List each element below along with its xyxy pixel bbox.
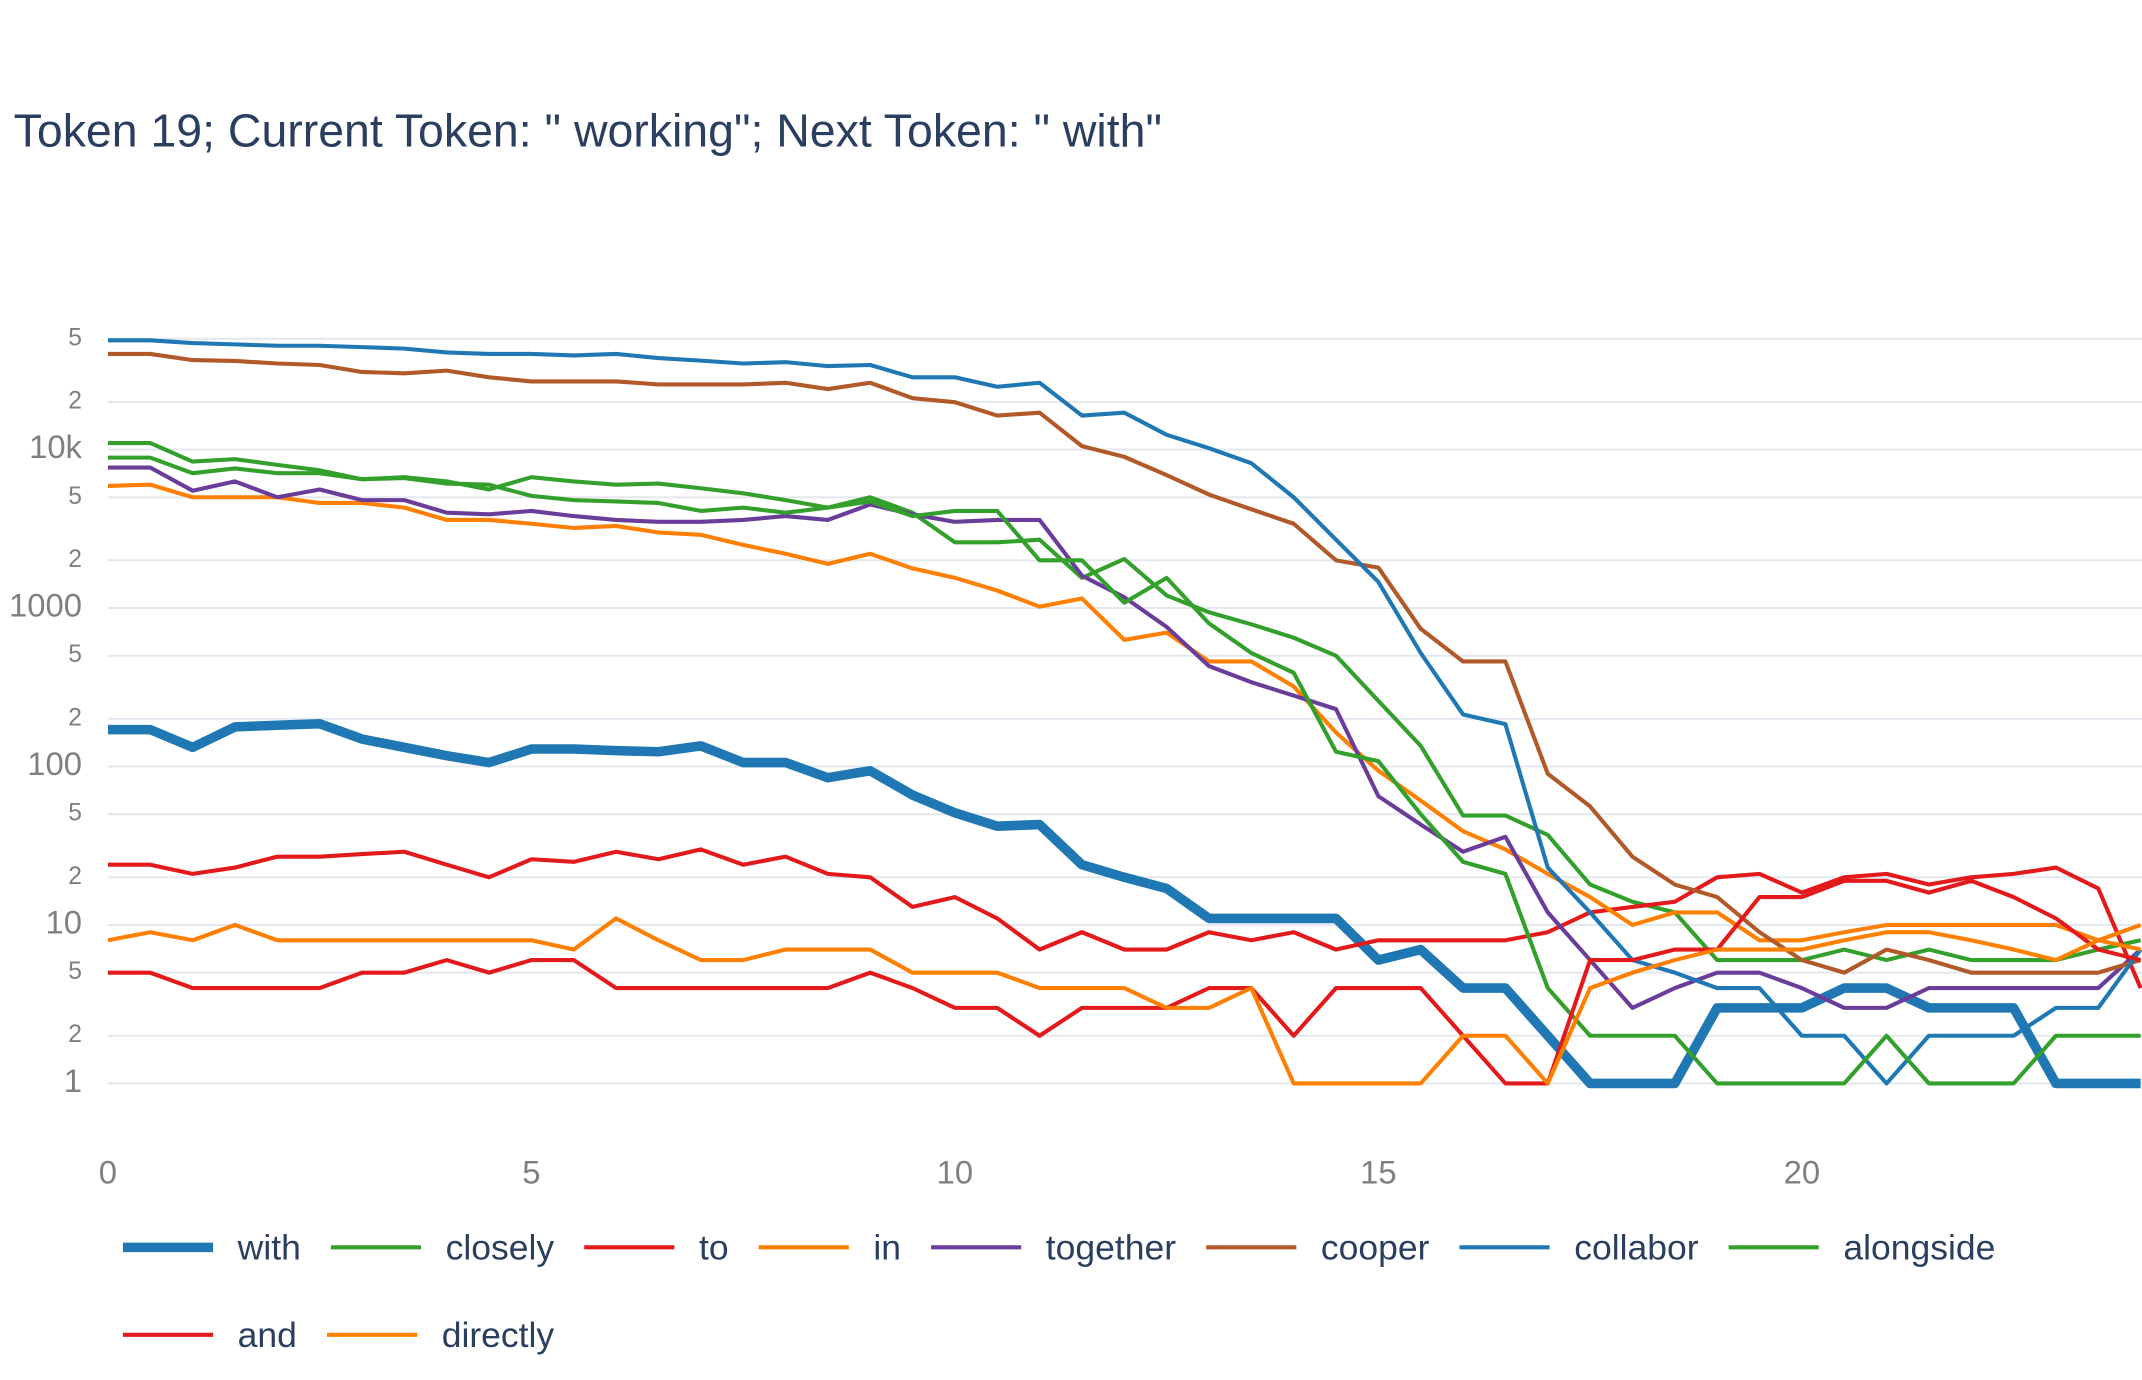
y-tick-label: 5 [68, 324, 82, 351]
legend-item: directly [326, 1315, 555, 1355]
y-tick-label: 100 [27, 745, 82, 782]
y-tick-label: 2 [68, 546, 82, 573]
series-line [107, 916, 2142, 1086]
y-tick-label: 10 [46, 904, 82, 941]
legend-item: cooper [1206, 1227, 1430, 1267]
y-tick-label: 1000 [9, 587, 82, 624]
legend-label: closely [446, 1227, 555, 1267]
x-tick-label: 5 [522, 1154, 540, 1191]
legend-label: with [237, 1227, 301, 1267]
legend-item: with [122, 1227, 301, 1267]
legend-item: in [758, 1227, 901, 1267]
x-tick-label: 20 [1784, 1154, 1820, 1191]
y-tick-label: 2 [68, 1021, 82, 1048]
chart-title: Token 19; Current Token: " working"; Nex… [14, 104, 1162, 156]
series-line [107, 718, 2141, 1089]
legend-label: collabor [1574, 1227, 1698, 1267]
y-tick-label: 5 [68, 800, 82, 827]
legend-label: to [699, 1227, 729, 1267]
series-line [107, 847, 2142, 989]
y-tick-label: 5 [68, 641, 82, 668]
legend-item: closely [330, 1227, 555, 1267]
series-line [107, 338, 2142, 1086]
legend-label: directly [442, 1315, 555, 1355]
legend-label: and [238, 1315, 297, 1355]
series-line [107, 455, 2141, 1086]
legend-item: and [122, 1315, 297, 1355]
legend-item: collabor [1459, 1227, 1699, 1267]
y-tick-label: 5 [68, 483, 82, 510]
y-tick-label: 1 [64, 1062, 82, 1099]
legend-label: together [1046, 1227, 1176, 1267]
y-tick-label: 10k [29, 428, 82, 465]
x-tick-label: 10 [937, 1154, 973, 1191]
legend-label: in [873, 1227, 901, 1267]
legend: with closely to in together cooper collabor alo… [122, 1227, 1995, 1355]
series-line [107, 351, 2142, 975]
series-line [107, 878, 2142, 1086]
legend-item: to [584, 1227, 729, 1267]
grid: 1 2 5 10 2 5 100 2 5 1000 2 5 10k 2 5 0 5 10 15 20 [9, 324, 2142, 1191]
x-tick-label: 0 [99, 1154, 117, 1191]
legend-label: alongside [1843, 1227, 1995, 1267]
y-tick-label: 2 [68, 704, 82, 731]
legend-label: cooper [1321, 1227, 1430, 1267]
series-line [107, 482, 2142, 943]
x-tick-label: 15 [1360, 1154, 1396, 1191]
legend-item: together [931, 1227, 1176, 1267]
plot-area [107, 338, 2142, 1089]
y-tick-label: 2 [68, 863, 82, 890]
y-tick-label: 5 [68, 958, 82, 985]
y-tick-label: 2 [68, 387, 82, 414]
series-line [107, 465, 2142, 1010]
legend-item: alongside [1728, 1227, 1995, 1267]
